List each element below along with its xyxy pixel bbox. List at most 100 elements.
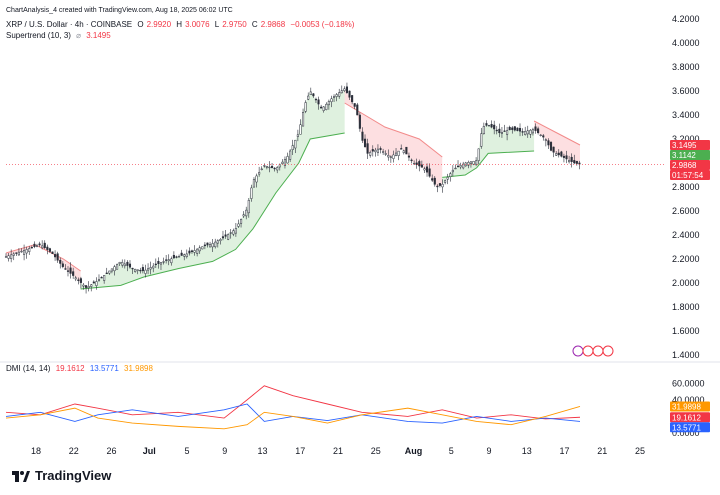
candle-body bbox=[281, 161, 284, 164]
time-axis-tick: 5 bbox=[184, 446, 189, 456]
candle-body bbox=[273, 167, 276, 170]
candle-body bbox=[565, 155, 568, 160]
supertrend-legend: Supertrend (10, 3) ⌀ 3.1495 bbox=[6, 31, 114, 40]
candle-body bbox=[438, 183, 441, 186]
time-axis-tick: Aug bbox=[405, 446, 423, 456]
candle-body bbox=[482, 126, 485, 134]
candle-body bbox=[242, 214, 245, 217]
low-label: L bbox=[214, 20, 220, 29]
open-value: 2.9920 bbox=[146, 20, 172, 29]
candle-body bbox=[72, 271, 75, 276]
candle-body bbox=[467, 162, 470, 166]
candle-body bbox=[46, 246, 49, 250]
time-axis-tick: 9 bbox=[222, 446, 227, 456]
candle-body bbox=[544, 139, 547, 141]
candle-body bbox=[307, 95, 310, 100]
dmi-label: DMI (14, 14) bbox=[6, 364, 51, 373]
price-tag bbox=[670, 170, 710, 181]
price-axis-tick: 2.4000 bbox=[672, 230, 700, 240]
eye-icon[interactable]: ⌀ bbox=[76, 31, 81, 40]
candle-body bbox=[69, 267, 72, 274]
candle-body bbox=[477, 148, 480, 161]
candle-body bbox=[211, 243, 214, 248]
candle-body bbox=[537, 128, 540, 134]
candle-body bbox=[123, 263, 126, 267]
candle-body bbox=[312, 93, 315, 97]
candle-body bbox=[560, 151, 563, 157]
candle-body bbox=[77, 279, 80, 281]
dmi-axis-tick: 60.0000 bbox=[672, 378, 705, 388]
candle-body bbox=[451, 169, 454, 173]
candle-body bbox=[260, 168, 263, 171]
candle-body bbox=[526, 130, 529, 135]
candle-body bbox=[258, 172, 261, 175]
high-label: H bbox=[176, 20, 183, 29]
candle-body bbox=[268, 166, 271, 169]
candle-body bbox=[513, 126, 516, 131]
candle-body bbox=[511, 127, 514, 130]
candle-body bbox=[4, 256, 8, 258]
candle-body bbox=[363, 138, 367, 148]
candle-body bbox=[92, 281, 95, 284]
price-axis-tick: 3.4000 bbox=[672, 110, 700, 120]
candle-body bbox=[314, 98, 318, 101]
candle-body bbox=[147, 268, 150, 271]
price-tag-label: 3.1142 bbox=[672, 151, 696, 160]
supertrend-fill bbox=[442, 124, 535, 185]
candle-body bbox=[304, 102, 307, 112]
candle-body bbox=[358, 114, 361, 129]
price-axis-tick: 1.6000 bbox=[672, 326, 700, 336]
candle-body bbox=[366, 143, 369, 154]
dmi-axis-tick: 0.0000 bbox=[672, 428, 700, 438]
supertrend-line bbox=[80, 132, 345, 290]
time-axis-tick: 21 bbox=[333, 446, 343, 456]
event-flag-icon bbox=[572, 345, 584, 357]
candle-body bbox=[170, 258, 173, 264]
candle-body bbox=[296, 134, 299, 137]
candle-body bbox=[299, 124, 302, 135]
candle-body bbox=[394, 152, 398, 156]
candle-body bbox=[237, 223, 240, 227]
candle-body bbox=[28, 248, 31, 252]
candle-body bbox=[54, 254, 57, 258]
dmi-series-line bbox=[5, 406, 581, 430]
candle-body bbox=[487, 124, 491, 127]
candle-body bbox=[33, 243, 36, 247]
candle-body bbox=[20, 250, 23, 253]
candle-body bbox=[116, 264, 119, 270]
candle-body bbox=[508, 126, 511, 131]
candle-body bbox=[335, 94, 338, 97]
candle-body bbox=[95, 281, 98, 286]
candle-body bbox=[56, 253, 59, 261]
candle-body bbox=[351, 95, 354, 103]
candle-body bbox=[555, 153, 558, 156]
candle-body bbox=[221, 236, 225, 239]
candle-body bbox=[472, 161, 475, 165]
candle-body bbox=[85, 285, 88, 288]
candle-body bbox=[441, 183, 444, 188]
candle-body bbox=[165, 259, 168, 261]
candle-body bbox=[384, 153, 387, 155]
candle-body bbox=[188, 250, 191, 254]
candle-body bbox=[64, 268, 67, 270]
tradingview-logo: TradingView bbox=[12, 468, 111, 483]
candle-body bbox=[534, 126, 537, 131]
candle-body bbox=[402, 150, 405, 153]
candle-body bbox=[317, 99, 320, 105]
candle-body bbox=[247, 200, 250, 214]
event-flag-icon bbox=[592, 345, 604, 357]
price-axis-tick: 2.8000 bbox=[672, 182, 700, 192]
dmi-value-tag-label: 31.9898 bbox=[672, 402, 701, 411]
candle-body bbox=[410, 159, 413, 162]
candle-body bbox=[175, 256, 178, 258]
candle-body bbox=[524, 131, 527, 135]
candle-body bbox=[283, 159, 287, 166]
price-axis-tick: 2.0000 bbox=[672, 278, 700, 288]
candle-body bbox=[330, 98, 333, 103]
low-value: 2.9750 bbox=[222, 20, 247, 29]
dmi-series-line bbox=[5, 385, 581, 420]
candle-body bbox=[7, 255, 10, 259]
supertrend-line bbox=[442, 150, 535, 178]
supertrend-fill bbox=[344, 88, 443, 187]
candle-body bbox=[568, 160, 571, 163]
